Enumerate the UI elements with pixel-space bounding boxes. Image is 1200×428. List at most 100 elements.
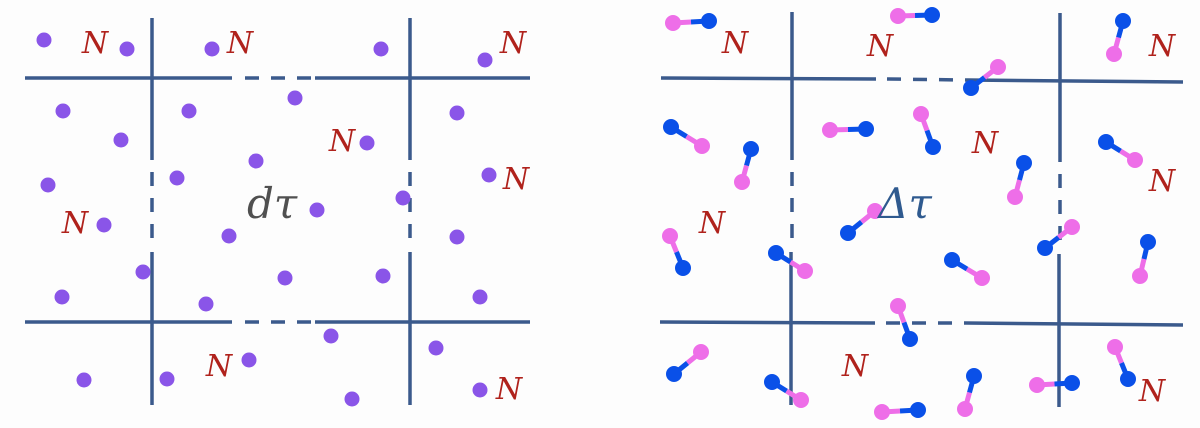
molecule	[874, 402, 926, 420]
blue-atom	[925, 139, 941, 155]
molecule	[1037, 219, 1080, 256]
right-grid	[659, 12, 1184, 407]
cell-label-n: N	[499, 26, 528, 61]
particle	[54, 289, 70, 305]
cell-label-n: N	[866, 29, 895, 64]
particle	[159, 371, 175, 387]
particle	[40, 177, 56, 193]
particle	[169, 170, 185, 186]
pink-atom	[1064, 219, 1080, 235]
blue-atom	[963, 80, 979, 96]
pink-atom	[1132, 268, 1148, 284]
molecule	[822, 121, 874, 138]
particle	[472, 382, 488, 398]
particle	[135, 264, 151, 280]
particle	[198, 296, 214, 312]
blue-atom	[944, 252, 960, 268]
volume-element-label: Δτ	[876, 179, 932, 228]
pink-atom	[913, 106, 929, 122]
particle	[119, 41, 135, 57]
particle	[395, 190, 411, 206]
molecule	[663, 119, 710, 154]
cell-labels: N N N N N N N N	[698, 26, 1177, 409]
pink-atom	[1127, 152, 1143, 168]
particle	[359, 135, 375, 151]
right-panel-diatomic-gas: N N N N N N N N Δτ	[659, 7, 1184, 420]
particle	[323, 328, 339, 344]
particle	[204, 41, 220, 57]
cell-labels: N N N N N N N N	[61, 26, 531, 407]
particle	[373, 41, 389, 57]
blue-atom	[764, 374, 780, 390]
particle	[344, 391, 360, 407]
blue-atom	[675, 260, 691, 276]
blue-atom	[840, 225, 856, 241]
molecule	[764, 374, 809, 408]
pink-atom	[874, 404, 890, 420]
particle	[287, 90, 303, 106]
left-panel-monatomic-gas: N N N N N N N N dτ	[25, 18, 531, 407]
molecule	[963, 59, 1006, 96]
particle	[241, 352, 257, 368]
particle	[477, 52, 493, 68]
blue-atom	[1016, 155, 1032, 171]
blue-atom	[924, 7, 940, 23]
cell-label-n: N	[205, 349, 234, 384]
particle	[309, 202, 325, 218]
particle	[55, 103, 71, 119]
blue-atom	[1064, 375, 1080, 391]
molecule	[734, 141, 759, 190]
particle	[248, 153, 264, 169]
blue-atom	[910, 402, 926, 418]
particle	[96, 217, 112, 233]
cell-label-n: N	[81, 26, 110, 61]
pink-atom	[974, 270, 990, 286]
molecule	[890, 298, 918, 347]
cell-label-n: N	[698, 206, 727, 241]
molecule	[944, 252, 990, 286]
molecule	[913, 106, 941, 155]
blue-atom	[768, 245, 784, 261]
grid-dashed-line	[886, 77, 969, 82]
blue-atom	[701, 13, 717, 29]
grid-line	[659, 320, 1184, 327]
volume-element-label: dτ	[247, 179, 298, 228]
cell-label-n: N	[841, 349, 870, 384]
molecule	[1007, 155, 1032, 205]
particle	[375, 268, 391, 284]
cell-label-n: N	[495, 372, 524, 407]
blue-atom	[666, 366, 682, 382]
particle	[428, 340, 444, 356]
pink-atom	[662, 228, 678, 244]
cell-label-n: N	[1138, 374, 1167, 409]
cell-label-n: N	[1148, 164, 1177, 199]
molecule	[1029, 375, 1080, 393]
cell-label-n: N	[721, 26, 750, 61]
blue-atom	[902, 331, 918, 347]
cell-label-n: N	[328, 124, 357, 159]
particles	[36, 32, 497, 407]
pink-atom	[694, 138, 710, 154]
molecule	[1106, 13, 1131, 62]
grid-line	[660, 76, 1184, 84]
pink-atom	[990, 59, 1006, 75]
molecule	[890, 7, 940, 24]
molecule	[665, 13, 717, 31]
blue-atom	[966, 368, 982, 384]
molecule	[957, 368, 982, 417]
cell-label-n: N	[971, 126, 1000, 161]
molecule	[1132, 234, 1156, 284]
blue-atom	[1140, 234, 1156, 250]
blue-atom	[1037, 240, 1053, 256]
molecule	[662, 228, 691, 276]
particle	[449, 229, 465, 245]
pink-atom	[665, 15, 681, 31]
pink-atom	[867, 203, 883, 219]
particle	[36, 32, 52, 48]
blue-atom	[1115, 13, 1131, 29]
particle	[277, 270, 293, 286]
left-grid	[25, 18, 530, 405]
blue-atom	[1120, 371, 1136, 387]
blue-atom	[1098, 134, 1114, 150]
